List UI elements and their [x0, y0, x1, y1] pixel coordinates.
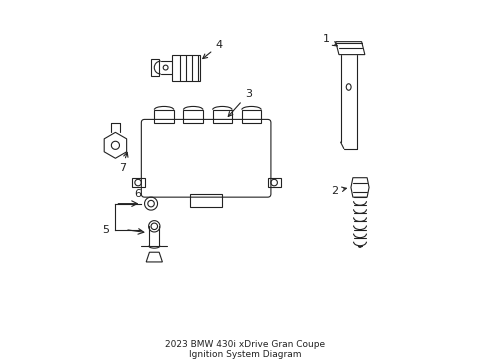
Text: 5: 5 [102, 225, 109, 235]
Text: 2: 2 [331, 186, 346, 196]
Text: 7: 7 [119, 152, 128, 173]
Text: 3: 3 [228, 89, 252, 116]
Text: 6: 6 [135, 189, 142, 199]
Text: 4: 4 [203, 40, 223, 59]
Text: 2023 BMW 430i xDrive Gran Coupe
Ignition System Diagram: 2023 BMW 430i xDrive Gran Coupe Ignition… [165, 340, 325, 359]
Text: 1: 1 [323, 33, 337, 46]
